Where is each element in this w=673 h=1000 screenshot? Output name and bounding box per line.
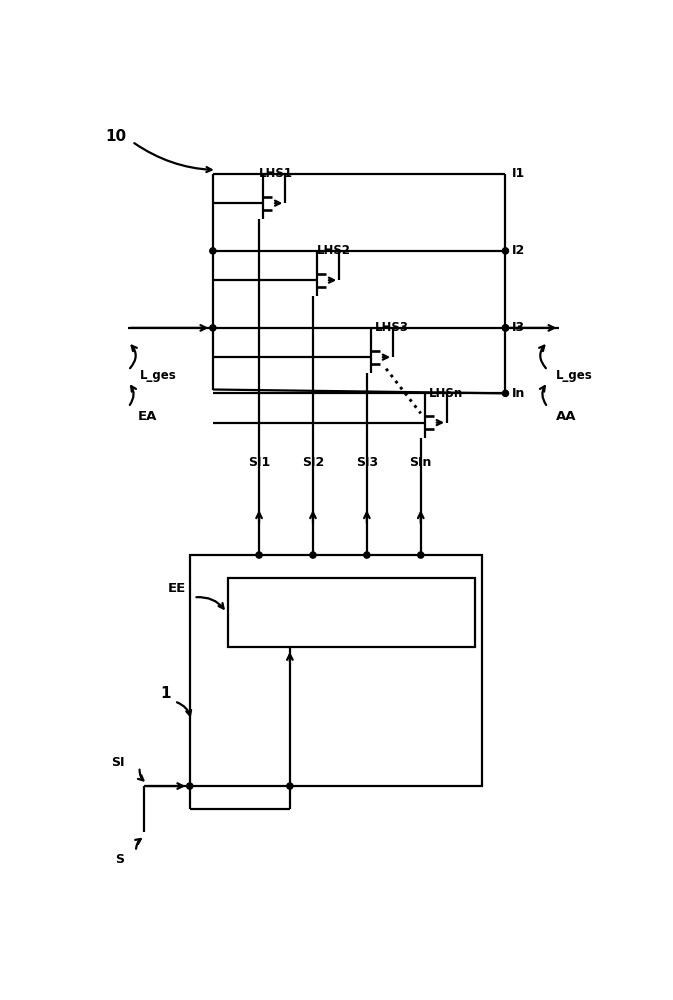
Circle shape (502, 325, 509, 331)
Text: AA: AA (555, 410, 576, 423)
Text: SI2: SI2 (302, 456, 324, 469)
Text: EA: EA (137, 410, 157, 423)
Text: SI: SI (111, 756, 125, 769)
Circle shape (210, 248, 216, 254)
Text: SIn: SIn (410, 456, 432, 469)
Circle shape (256, 552, 262, 558)
Text: LHS2: LHS2 (317, 244, 351, 257)
Circle shape (287, 783, 293, 789)
Circle shape (364, 552, 370, 558)
Text: L_ges: L_ges (555, 369, 592, 382)
Text: LHSn: LHSn (429, 387, 463, 400)
Text: I2: I2 (511, 244, 525, 257)
Bar (190, 555, 483, 786)
Text: 10: 10 (105, 129, 126, 144)
Text: SI1: SI1 (248, 456, 270, 469)
Circle shape (502, 325, 509, 331)
Text: SI3: SI3 (356, 456, 378, 469)
Text: 1: 1 (160, 686, 170, 701)
Circle shape (310, 552, 316, 558)
Text: EE: EE (168, 582, 186, 595)
Circle shape (210, 325, 216, 331)
Text: I1: I1 (511, 167, 525, 180)
Text: In: In (511, 387, 525, 400)
Circle shape (502, 390, 509, 396)
Text: L_ges: L_ges (140, 369, 176, 382)
Text: LHS1: LHS1 (259, 167, 293, 180)
Circle shape (418, 552, 424, 558)
Circle shape (502, 248, 509, 254)
Text: I3: I3 (511, 321, 525, 334)
Bar (228, 578, 474, 647)
Text: S: S (115, 853, 125, 866)
Circle shape (186, 783, 193, 789)
Text: LHS3: LHS3 (375, 321, 409, 334)
